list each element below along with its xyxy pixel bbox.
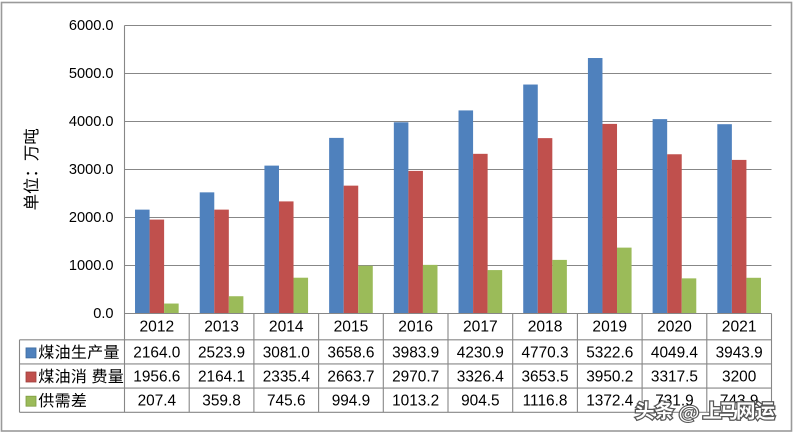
svg-text:3000.0: 3000.0 <box>69 162 114 178</box>
svg-text:745.6: 745.6 <box>267 393 306 410</box>
svg-text:4049.4: 4049.4 <box>651 344 699 361</box>
svg-text:3658.6: 3658.6 <box>327 344 374 361</box>
svg-text:3200: 3200 <box>722 368 756 385</box>
svg-text:2335.4: 2335.4 <box>263 368 311 385</box>
svg-text:3943.9: 3943.9 <box>716 344 763 361</box>
svg-text:3317.5: 3317.5 <box>651 368 698 385</box>
svg-text:4230.9: 4230.9 <box>457 344 504 361</box>
svg-text:4000.0: 4000.0 <box>69 114 114 130</box>
svg-text:1000.0: 1000.0 <box>69 258 114 274</box>
svg-text:2970.7: 2970.7 <box>392 368 439 385</box>
svg-text:2020: 2020 <box>657 319 692 336</box>
svg-text:1956.6: 1956.6 <box>133 368 180 385</box>
svg-text:359.8: 359.8 <box>202 393 241 410</box>
svg-text:2015: 2015 <box>334 319 369 336</box>
svg-text:1116.8: 1116.8 <box>523 393 568 410</box>
svg-text:2523.9: 2523.9 <box>198 344 245 361</box>
svg-text:2000.0: 2000.0 <box>69 210 114 226</box>
svg-text:2014: 2014 <box>269 319 304 336</box>
svg-text:2164.0: 2164.0 <box>133 344 180 361</box>
svg-text:6000.0: 6000.0 <box>69 18 114 34</box>
svg-text:3950.2: 3950.2 <box>586 368 633 385</box>
svg-text:5322.6: 5322.6 <box>586 344 633 361</box>
svg-text:2018: 2018 <box>528 319 563 336</box>
svg-text:3653.5: 3653.5 <box>522 368 569 385</box>
svg-text:2012: 2012 <box>139 319 174 336</box>
svg-text:2021: 2021 <box>722 319 757 336</box>
svg-text:2016: 2016 <box>398 319 433 336</box>
svg-text:3081.0: 3081.0 <box>263 344 310 361</box>
svg-text:4770.3: 4770.3 <box>522 344 569 361</box>
svg-text:207.4: 207.4 <box>138 393 177 410</box>
svg-text:3983.9: 3983.9 <box>392 344 439 361</box>
svg-text:1372.4: 1372.4 <box>586 393 634 410</box>
svg-text:5000.0: 5000.0 <box>69 66 114 82</box>
svg-text:0.0: 0.0 <box>93 306 113 322</box>
svg-text:994.9: 994.9 <box>332 393 371 410</box>
svg-text:2019: 2019 <box>592 319 627 336</box>
svg-text:904.5: 904.5 <box>461 393 500 410</box>
svg-text:2164.1: 2164.1 <box>198 368 245 385</box>
svg-text:2013: 2013 <box>204 319 239 336</box>
svg-text:1013.2: 1013.2 <box>392 393 439 410</box>
svg-text:3326.4: 3326.4 <box>457 368 505 385</box>
svg-text:2663.7: 2663.7 <box>327 368 374 385</box>
svg-text:2017: 2017 <box>463 319 498 336</box>
